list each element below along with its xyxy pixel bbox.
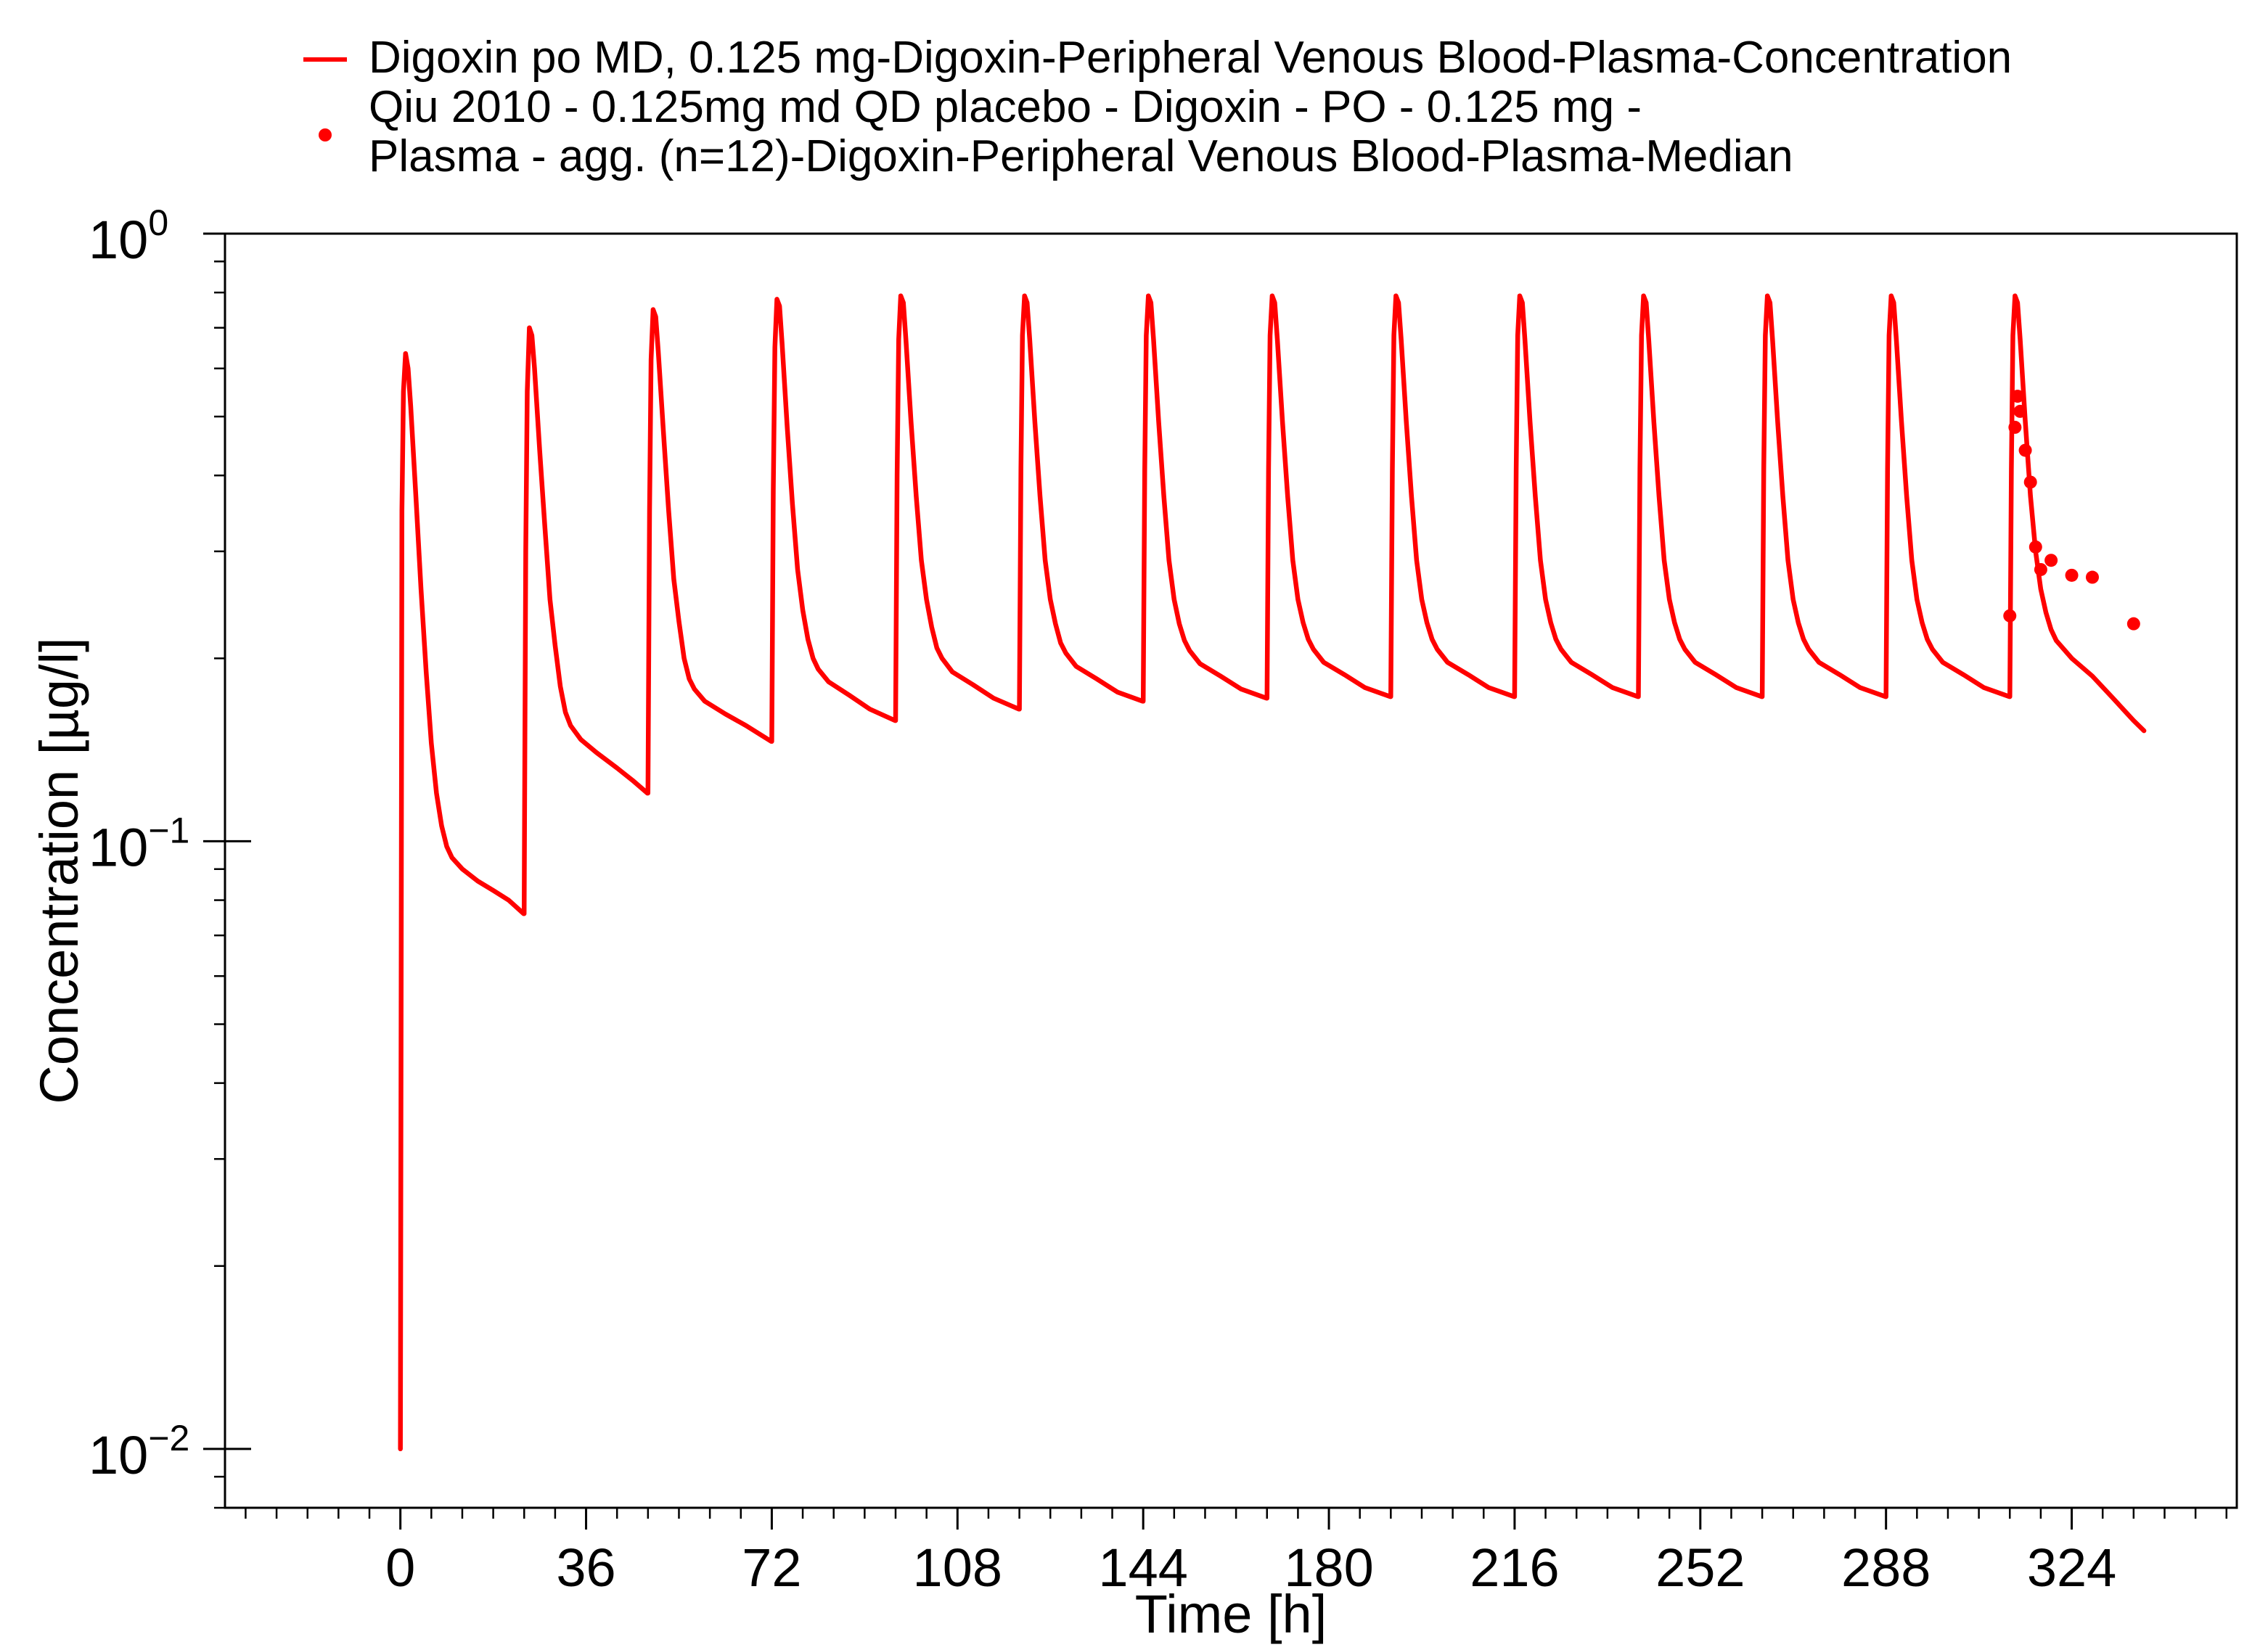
y-tick-exponent: −1 xyxy=(148,810,189,850)
observed-median-point xyxy=(2010,390,2024,403)
observed-median-point xyxy=(2023,475,2037,489)
observed-median-point xyxy=(2028,540,2042,554)
x-tick-label: 108 xyxy=(913,1538,1002,1598)
x-axis-title: Time [h] xyxy=(1135,1584,1327,1644)
observed-median-point xyxy=(2126,617,2140,631)
legend-entry-observed-line-1: Qiu 2010 - 0.125mg md QD placebo - Digox… xyxy=(369,82,1642,132)
x-axis: 0 36 72 108 144 180 216 252 288 324 xyxy=(245,1508,2228,1598)
y-tick-base: 10 xyxy=(89,210,148,270)
x-tick-label: 216 xyxy=(1470,1538,1559,1598)
x-tick-label: 144 xyxy=(1098,1538,1187,1598)
observed-median-point xyxy=(2085,570,2099,584)
y-axis-title: Concentration [µg/l] xyxy=(29,637,89,1104)
x-tick-label: 324 xyxy=(2027,1538,2116,1598)
observed-median-point xyxy=(2003,609,2017,623)
x-tick-label: 252 xyxy=(1655,1538,1745,1598)
observed-median-point xyxy=(2044,554,2058,567)
plot-content xyxy=(398,293,2147,1452)
y-tick-exponent: 0 xyxy=(148,202,168,243)
y-tick-label: 10−1 xyxy=(89,810,189,877)
x-tick-label: 36 xyxy=(556,1538,615,1598)
y-tick-label: 100 xyxy=(89,202,168,270)
x-tick-label: 72 xyxy=(742,1538,801,1598)
x-tick-label: 180 xyxy=(1284,1538,1373,1598)
x-tick-label: 0 xyxy=(385,1538,415,1598)
legend: Digoxin po MD, 0.125 mg-Digoxin-Peripher… xyxy=(303,33,2012,181)
observed-median-point xyxy=(2013,404,2027,418)
legend-entry-observed-line-2: Plasma - agg. (n=12)-Digoxin-Peripheral … xyxy=(369,131,1793,181)
y-tick-label: 10−2 xyxy=(89,1418,189,1485)
legend-dot-marker xyxy=(319,128,332,141)
y-tick-exponent: −2 xyxy=(148,1418,189,1458)
observed-median-point xyxy=(2034,562,2047,576)
observed-median-point xyxy=(2018,443,2032,457)
observed-median-point xyxy=(2008,420,2022,434)
plot-area-frame xyxy=(224,232,2238,1509)
simulated-concentration-line xyxy=(398,293,2147,1452)
legend-entry-simulation: Digoxin po MD, 0.125 mg-Digoxin-Peripher… xyxy=(369,33,2012,83)
observed-median-point xyxy=(2065,568,2079,582)
y-tick-base: 10 xyxy=(89,817,148,877)
x-tick-label: 288 xyxy=(1841,1538,1931,1598)
y-tick-base: 10 xyxy=(89,1425,148,1485)
